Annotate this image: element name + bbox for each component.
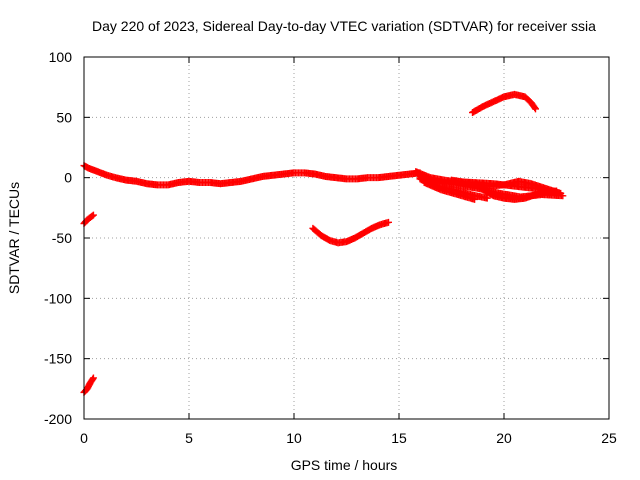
x-tick-label: 20	[496, 430, 512, 446]
y-tick-label: 100	[49, 49, 73, 65]
x-tick-label: 15	[391, 430, 407, 446]
grid	[84, 57, 609, 419]
y-tick-label: -50	[52, 230, 72, 246]
axis-ticks: 0 5 10 15 20 25 -200 -150 -100 -50 0 50 100	[44, 49, 617, 446]
series-left-upper	[80, 211, 97, 228]
data-points	[80, 90, 567, 396]
x-tick-label: 0	[80, 430, 88, 446]
y-tick-label: -200	[44, 411, 72, 427]
data-point	[471, 195, 479, 203]
chart-title: Day 220 of 2023, Sidereal Day-to-day VTE…	[92, 18, 596, 34]
x-tick-label: 5	[185, 430, 193, 446]
data-point	[89, 375, 97, 383]
data-point	[88, 212, 96, 220]
y-tick-label: -150	[44, 351, 72, 367]
x-tick-label: 10	[286, 430, 302, 446]
y-tick-label: 50	[56, 109, 72, 125]
series-arc-high	[469, 90, 539, 117]
y-axis-label: SDTVAR / TECUs	[6, 182, 22, 294]
series-main-band	[80, 162, 424, 189]
data-point	[89, 211, 97, 219]
y-tick-label: -100	[44, 290, 72, 306]
series-arc-dip	[309, 218, 392, 247]
x-axis-label: GPS time / hours	[291, 457, 398, 473]
series-left-lower	[80, 374, 97, 396]
series-fan-d	[420, 178, 479, 203]
series-fan-f	[448, 176, 565, 197]
data-point	[89, 374, 97, 382]
data-point	[557, 189, 565, 197]
plot-frame	[83, 56, 610, 420]
data-point	[531, 104, 539, 112]
data-point	[532, 105, 539, 113]
x-tick-label: 25	[601, 430, 617, 446]
data-point	[385, 218, 392, 226]
y-tick-label: 0	[64, 170, 72, 186]
